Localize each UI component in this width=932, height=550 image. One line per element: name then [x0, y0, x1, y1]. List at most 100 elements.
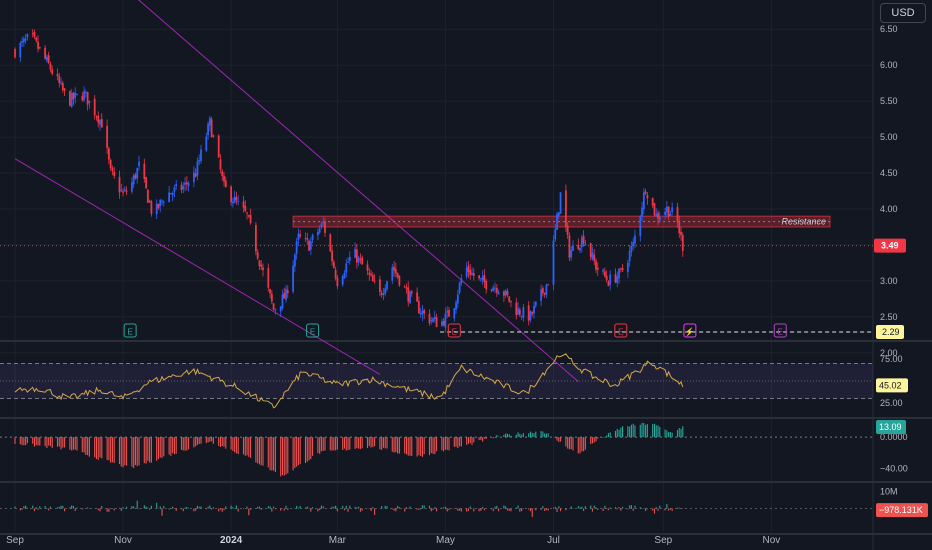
- candle-body: [609, 274, 612, 285]
- candle-body: [541, 288, 544, 293]
- candle-body: [111, 167, 114, 172]
- candle-body: [384, 288, 387, 294]
- candle-body: [293, 254, 296, 267]
- rsi-band: [0, 363, 873, 399]
- candle-body: [421, 310, 424, 315]
- candle-body: [162, 201, 165, 203]
- event-label: E: [618, 328, 623, 337]
- candle-body: [373, 280, 376, 282]
- candle-body: [632, 242, 635, 246]
- price-axis-label: 5.50: [880, 96, 898, 106]
- candle-body: [440, 321, 443, 326]
- candle-body: [634, 235, 636, 244]
- candle-body: [205, 136, 208, 151]
- candle-body: [582, 235, 585, 244]
- last-price-badge: [874, 238, 906, 253]
- candle-body: [269, 289, 271, 294]
- candle-body: [607, 281, 610, 286]
- candle-body: [479, 278, 482, 280]
- candle-body: [332, 262, 335, 268]
- candle-body: [570, 250, 573, 258]
- candle-body: [494, 287, 496, 289]
- candle-body: [467, 265, 470, 272]
- candle-body: [224, 180, 227, 187]
- candle-body: [194, 173, 197, 177]
- candle-body: [31, 33, 34, 35]
- candle-body: [628, 251, 631, 262]
- candle-body: [354, 248, 357, 258]
- candle-body: [460, 278, 463, 284]
- candle-body: [244, 205, 247, 212]
- candle-body: [605, 275, 608, 281]
- candle-body: [109, 159, 112, 169]
- oscillator-2-axis-label: 10M: [880, 487, 898, 497]
- candle-body: [453, 308, 456, 319]
- candle-body: [580, 237, 583, 248]
- candle-body: [492, 287, 495, 292]
- candle-body: [175, 184, 178, 187]
- candle-body: [405, 287, 408, 289]
- candle-body: [557, 212, 560, 216]
- candle-body: [543, 292, 546, 295]
- candle-body: [84, 91, 87, 93]
- candle-body: [21, 41, 23, 43]
- candle-body: [272, 303, 275, 310]
- candle-body: [417, 301, 420, 314]
- candle-body: [446, 310, 449, 313]
- candle-body: [458, 282, 461, 293]
- candle-body: [185, 182, 188, 185]
- earnings-event-icon: [683, 323, 697, 338]
- candle-body: [531, 312, 534, 314]
- candle-body: [131, 182, 133, 192]
- candle-body: [308, 240, 310, 251]
- candle-body: [132, 175, 135, 185]
- candle-body: [35, 37, 38, 41]
- currency-button[interactable]: USD: [880, 3, 926, 23]
- rsi-axis-label: 75.00: [880, 354, 903, 364]
- support-price-badge: [876, 324, 904, 339]
- candle-body: [255, 225, 257, 252]
- candle-body: [283, 292, 286, 299]
- candle-body: [655, 214, 658, 217]
- candle-body: [419, 313, 422, 315]
- candle-body: [566, 225, 569, 235]
- candle-body: [391, 267, 394, 281]
- candle-body: [297, 233, 300, 240]
- time-axis-label: Nov: [114, 535, 132, 546]
- candle-body: [93, 98, 96, 116]
- candle-body: [198, 159, 201, 162]
- candle-body: [614, 273, 617, 283]
- candle-body: [559, 192, 562, 214]
- candle-body: [258, 260, 261, 266]
- candle-body: [357, 257, 360, 263]
- candle-body: [355, 249, 358, 263]
- candle-body: [295, 241, 298, 254]
- candle-body: [138, 161, 140, 167]
- resistance-label: Resistance: [781, 217, 826, 227]
- candle-body: [545, 284, 548, 295]
- candle-body: [371, 275, 374, 282]
- candle-body: [22, 38, 25, 43]
- candle-body: [292, 265, 295, 292]
- time-axis-label: May: [436, 535, 455, 546]
- candle-body: [334, 269, 337, 279]
- candle-body: [396, 272, 399, 278]
- candle-body: [219, 159, 222, 170]
- candle-body: [299, 234, 302, 237]
- candle-body: [665, 206, 668, 213]
- candle-body: [86, 91, 89, 105]
- candle-body: [403, 286, 406, 288]
- candle-body: [193, 172, 195, 183]
- candle-body: [577, 244, 580, 250]
- candle-body: [639, 215, 642, 237]
- candle-body: [145, 177, 147, 189]
- candle-body: [58, 76, 61, 84]
- candle-body: [554, 229, 557, 240]
- price-axis-label: 4.50: [880, 168, 898, 178]
- candle-body: [256, 252, 259, 259]
- candle-body: [653, 203, 656, 216]
- candle-body: [208, 117, 211, 126]
- candle-body: [409, 291, 411, 304]
- candle-body: [515, 302, 518, 316]
